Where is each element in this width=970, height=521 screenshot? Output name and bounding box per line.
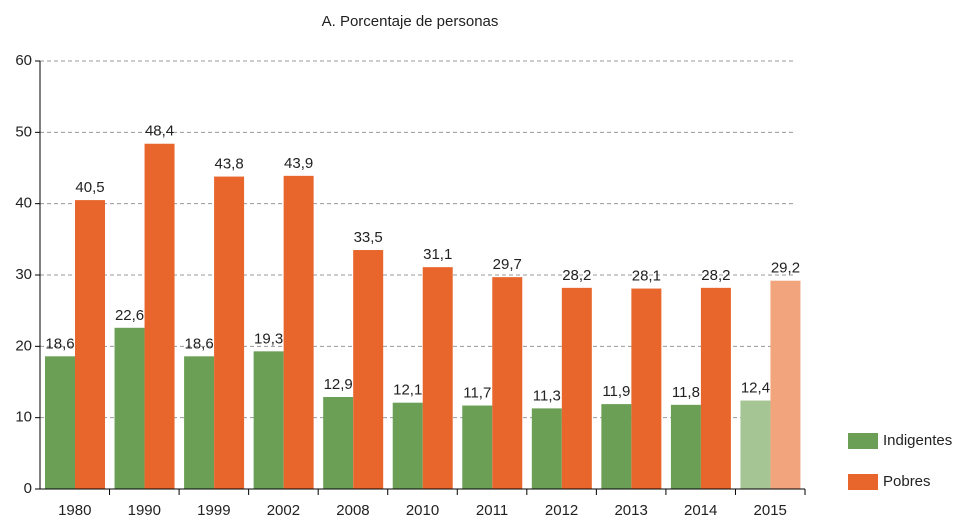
x-tick-label: 2012 <box>545 502 578 519</box>
value-label: 11,3 <box>533 387 561 404</box>
bar <box>184 356 215 489</box>
y-tick-label: 40 <box>15 195 32 212</box>
x-tick-label: 2015 <box>754 502 787 519</box>
value-label: 11,8 <box>672 384 700 401</box>
value-label: 29,2 <box>771 260 800 277</box>
y-tick-label: 50 <box>15 123 32 140</box>
bar <box>144 143 175 489</box>
bar <box>561 287 592 489</box>
value-label: 28,1 <box>632 268 661 285</box>
legend-swatch <box>848 474 878 490</box>
value-label: 31,1 <box>423 246 452 263</box>
x-tick-label: 2014 <box>684 502 717 519</box>
y-tick-label: 20 <box>15 337 32 354</box>
bar <box>462 405 493 489</box>
value-label: 40,5 <box>75 179 104 196</box>
value-label: 43,8 <box>214 156 243 173</box>
x-tick-label: 2013 <box>614 502 647 519</box>
y-tick-label: 30 <box>15 266 32 283</box>
bar <box>392 402 423 489</box>
legend-label: Pobres <box>883 473 931 490</box>
bar <box>75 200 105 489</box>
x-tick-label: 2008 <box>336 502 369 519</box>
bar <box>422 267 453 489</box>
bar <box>770 280 801 489</box>
x-tick-label: 2002 <box>267 502 300 519</box>
y-tick-label: 60 <box>15 52 32 69</box>
x-tick-label: 2010 <box>406 502 439 519</box>
x-tick-label: 1990 <box>128 502 161 519</box>
value-label: 11,7 <box>463 385 491 402</box>
bar <box>492 277 523 489</box>
bar <box>740 400 771 489</box>
value-label: 28,2 <box>701 267 730 284</box>
value-label: 12,1 <box>393 382 422 399</box>
value-label: 43,9 <box>284 155 313 172</box>
value-label: 48,4 <box>145 123 174 140</box>
x-tick-label: 1980 <box>58 502 91 519</box>
bar <box>214 176 245 489</box>
bar <box>323 396 354 489</box>
bar <box>700 287 731 489</box>
value-label: 12,4 <box>741 380 770 397</box>
bar <box>353 250 384 489</box>
value-label: 22,6 <box>115 307 144 324</box>
y-tick-label: 10 <box>15 409 32 426</box>
y-tick-label: 0 <box>24 480 32 497</box>
bar <box>114 327 145 489</box>
x-tick-label: 2011 <box>476 502 508 519</box>
legend-swatch <box>848 433 878 449</box>
bar <box>45 356 75 489</box>
value-label: 11,9 <box>602 383 630 400</box>
bar <box>601 404 632 489</box>
bar <box>670 404 701 489</box>
x-tick-label: 1999 <box>197 502 230 519</box>
bar <box>253 351 284 489</box>
value-label: 33,5 <box>354 229 383 246</box>
value-label: 12,9 <box>324 376 353 393</box>
chart-title: A. Porcentaje de personas <box>322 13 499 30</box>
value-label: 28,2 <box>562 267 591 284</box>
bar <box>531 408 562 489</box>
legend-label: Indigentes <box>883 432 952 449</box>
value-label: 18,6 <box>184 335 213 352</box>
value-label: 29,7 <box>493 256 522 273</box>
bar <box>631 288 662 489</box>
bar <box>283 175 314 489</box>
value-label: 18,6 <box>45 335 74 352</box>
value-label: 19,3 <box>254 330 283 347</box>
